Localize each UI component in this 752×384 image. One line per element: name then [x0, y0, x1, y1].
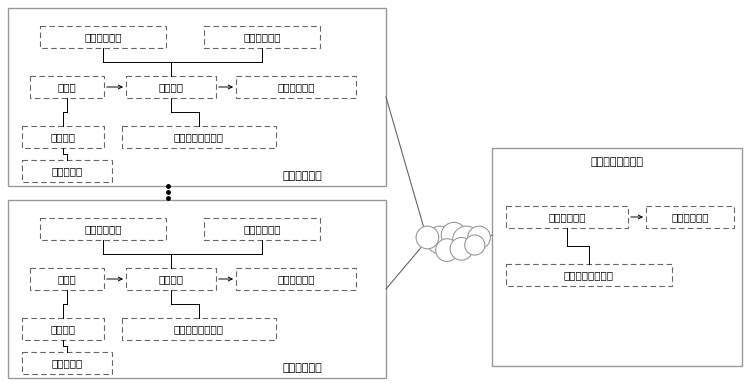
- Text: 滤波电路: 滤波电路: [50, 324, 75, 334]
- Bar: [126, 268, 216, 290]
- Text: 解锁控制按鈕: 解锁控制按鈕: [84, 224, 122, 234]
- Circle shape: [416, 226, 438, 249]
- Bar: [22, 352, 112, 374]
- Text: 监控处理终端: 监控处理终端: [548, 212, 586, 222]
- Text: 第一电源模块: 第一电源模块: [243, 224, 280, 234]
- Text: 测距传感器: 测距传感器: [51, 358, 83, 368]
- Text: 控制模块: 控制模块: [159, 82, 183, 92]
- Text: 第二无线通信模块: 第二无线通信模块: [564, 270, 614, 280]
- Text: 电控锁: 电控锁: [58, 274, 77, 284]
- Bar: [22, 318, 104, 340]
- Text: 测距传感器: 测距传感器: [51, 166, 83, 176]
- Bar: [40, 218, 166, 240]
- Text: 上位监控控制终端: 上位监控控制终端: [590, 157, 644, 167]
- Text: 第一无线通信模块: 第一无线通信模块: [174, 132, 224, 142]
- Bar: [506, 206, 628, 228]
- Bar: [646, 206, 734, 228]
- Text: 卫星定位模块: 卫星定位模块: [277, 82, 315, 92]
- Bar: [204, 218, 320, 240]
- Bar: [30, 76, 104, 98]
- Text: 第一电源模块: 第一电源模块: [243, 32, 280, 42]
- Text: 车载控制终端: 车载控制终端: [283, 171, 323, 181]
- Circle shape: [465, 235, 485, 255]
- Bar: [492, 148, 742, 366]
- Bar: [30, 268, 104, 290]
- Text: 解锁控制按鈕: 解锁控制按鈕: [84, 32, 122, 42]
- Circle shape: [441, 222, 466, 248]
- Text: 滤波电路: 滤波电路: [50, 132, 75, 142]
- Bar: [122, 126, 276, 148]
- Bar: [126, 76, 216, 98]
- Text: 电控锁: 电控锁: [58, 82, 77, 92]
- Circle shape: [468, 226, 490, 249]
- Bar: [22, 160, 112, 182]
- Bar: [8, 200, 386, 378]
- Bar: [506, 264, 672, 286]
- Text: 卫星定位模块: 卫星定位模块: [277, 274, 315, 284]
- Bar: [40, 26, 166, 48]
- Bar: [8, 8, 386, 186]
- Bar: [204, 26, 320, 48]
- Bar: [22, 126, 104, 148]
- Text: 控制模块: 控制模块: [159, 274, 183, 284]
- Text: 车载控制终端: 车载控制终端: [283, 363, 323, 373]
- Circle shape: [426, 226, 454, 254]
- Circle shape: [450, 237, 473, 260]
- Circle shape: [435, 239, 459, 262]
- Circle shape: [453, 226, 481, 254]
- Text: 第二电源模块: 第二电源模块: [672, 212, 708, 222]
- Bar: [236, 76, 356, 98]
- Bar: [122, 318, 276, 340]
- Bar: [236, 268, 356, 290]
- Text: 第一无线通信模块: 第一无线通信模块: [174, 324, 224, 334]
